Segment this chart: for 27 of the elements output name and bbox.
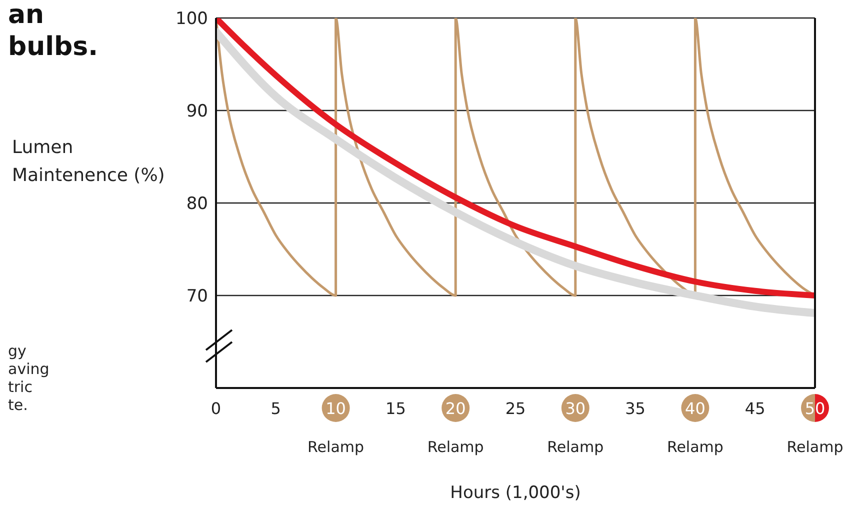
text: Relamp xyxy=(308,438,364,456)
text: Relamp xyxy=(786,438,844,456)
y-tick-label: 80 xyxy=(186,194,208,214)
text: Relamp xyxy=(666,438,724,456)
x-tick-label: 25 xyxy=(505,399,526,418)
y-axis-title: Lumen Maintenence (%) xyxy=(12,136,166,188)
text: aving xyxy=(8,360,50,378)
text: an xyxy=(8,0,44,30)
x-tick-label: 30 xyxy=(565,399,586,418)
text: Relamp xyxy=(427,438,484,456)
x-axis-title: Hours (1,000's) xyxy=(450,483,581,503)
x-tick-label: 40 xyxy=(685,399,706,418)
x-tick-label: 15 xyxy=(386,399,406,418)
text: bulbs. xyxy=(8,32,98,62)
text: Relamp xyxy=(547,438,604,456)
text: tric xyxy=(8,378,32,396)
x-tick-label: 35 xyxy=(625,399,646,418)
x-tick-label: 45 xyxy=(744,399,766,418)
y-tick-label: 100 xyxy=(176,9,208,30)
text: te. xyxy=(8,396,28,414)
x-tick-label: 20 xyxy=(445,399,466,418)
x-tick-label: 0 xyxy=(210,399,222,418)
x-tick-label: 5 xyxy=(270,399,281,418)
y-tick-label: 70 xyxy=(186,286,208,307)
x-tick-label: 10 xyxy=(326,399,346,418)
text: gy xyxy=(8,342,26,360)
y-tick-label: 90 xyxy=(186,102,208,122)
